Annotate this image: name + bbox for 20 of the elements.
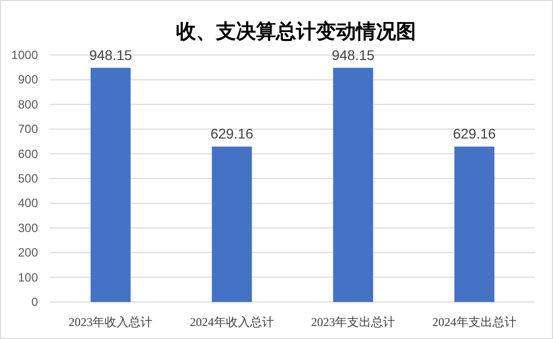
y-tick-label: 700 (18, 122, 38, 136)
x-tick-label: 2023年支出总计 (311, 315, 396, 329)
chart-title: 收、支决算总计变动情况图 (176, 20, 416, 43)
y-tick-label: 400 (18, 196, 38, 210)
y-tick-label: 500 (18, 172, 38, 186)
x-tick-label: 2023年收入总计 (68, 315, 153, 329)
x-tick-label: 2024年支出总计 (432, 315, 516, 329)
y-tick-label: 100 (18, 270, 38, 284)
y-tick-label: 900 (18, 72, 38, 87)
y-tick-label: 600 (18, 146, 38, 161)
data-label: 948.15 (89, 46, 132, 63)
y-tick-label: 1000 (11, 48, 38, 62)
y-tick-label: 0 (31, 295, 38, 309)
y-tick-label: 200 (18, 246, 38, 260)
data-label: 948.15 (332, 46, 375, 63)
x-tick-label: 2024年收入总计 (190, 315, 274, 329)
y-tick-label: 300 (18, 220, 38, 235)
data-label: 629.16 (210, 126, 254, 142)
data-label: 629.16 (452, 126, 496, 142)
y-tick-label: 800 (18, 97, 38, 112)
